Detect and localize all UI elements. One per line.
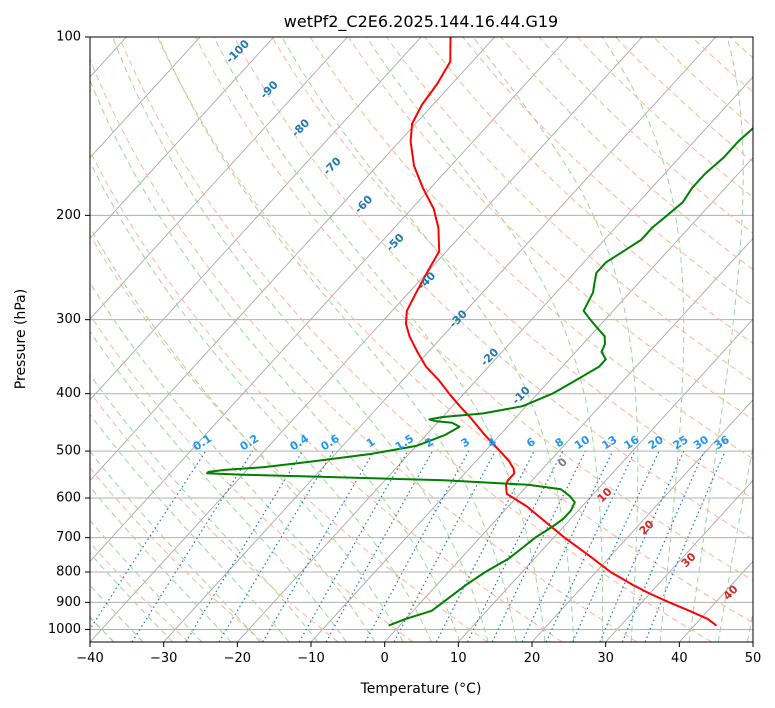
isotherm-line [90,37,275,240]
moist-adiabat-line [281,37,575,642]
mixing-ratio-line [466,450,564,642]
y-tick-label: 400 [56,386,81,401]
mixing-ratio-line [185,450,304,642]
moist-adiabat-line [213,37,546,642]
mixing-ratio-lines [90,450,726,642]
dry-adiabat-line [195,37,753,582]
mixing-ratio-line [90,450,207,631]
moist-adiabats [90,37,753,642]
x-axis-label: Temperature (°C) [360,681,482,697]
dry-adiabat-line [271,37,753,500]
mixing-ratio-line [262,450,375,642]
axes: −40 −30 −20 −10 0 10 20 30 40 50 100 200 300 400 500 60… [48,30,761,667]
moist-adiabat-line [158,37,517,642]
x-tick-label: 10 [450,651,467,666]
isotherm-line [90,37,569,562]
dry-adiabat-line [90,234,488,642]
mixing-ratio-line [393,450,496,642]
isotherm-line [90,37,496,482]
moist-adiabat-line [472,37,639,642]
chart-title: wetPf2_C2E6.2025.144.16.44.G19 [284,12,558,32]
dry-adiabat-line [90,58,638,642]
dry-adiabat-line [233,37,753,540]
moist-adiabat-line [90,226,404,642]
plot-frame [89,36,754,643]
isotherm-line [531,399,753,642]
dry-adiabat-line [347,37,753,421]
isotherm-line [90,37,643,642]
moist-adiabat-line [90,79,461,642]
dry-adiabat-line [386,37,753,382]
dry-adiabat-line [118,37,712,642]
moist-adiabat-line [90,413,290,642]
isotherm-line [163,37,717,642]
mixing-ratio-line [364,450,470,642]
mixing-ratio-line [521,450,614,642]
x-tick-label: −40 [76,651,103,666]
y-axis-label: Pressure (hPa) [13,289,29,389]
x-tick-label: 30 [597,651,614,666]
isotherm-line [458,318,753,642]
y-tick-label: 200 [56,208,81,223]
x-tick-label: 50 [745,651,762,666]
dry-adiabat-line [90,149,563,642]
mixing-ratio-line [491,450,586,642]
grid-lines [90,37,753,630]
x-tick-label: 20 [524,651,541,666]
temperature-trace [405,37,718,627]
plot-area: -100-90-80-70-60-50-40-30-20-10010203040… [90,37,753,642]
moist-adiabat-line [90,373,319,642]
moist-adiabat-line [112,37,489,642]
y-tick-label: 100 [56,30,81,45]
skewed-isotherms [90,37,753,642]
moist-adiabat-line [90,160,432,642]
dewpoint-trace [206,126,753,627]
x-tick-label: −30 [150,651,177,666]
isotherm-line [605,479,753,642]
moist-adiabat-line [688,37,744,642]
y-tick-label: 900 [56,595,81,610]
isotherm-line [237,76,753,642]
x-tick-label: −20 [224,651,251,666]
x-tick-label: −10 [297,651,324,666]
moist-adiabat-line [90,330,347,642]
sounding-traces [206,37,753,627]
y-tick-label: 500 [56,444,81,459]
y-tick-label: 800 [56,565,81,580]
isotherm-line [90,37,422,401]
mixing-ratio-line [218,450,334,642]
x-tick-label: 40 [671,651,688,666]
isotherm-line [384,237,753,642]
mixing-ratio-line [131,450,254,642]
y-tick-label: 300 [56,312,81,327]
mixing-ratio-line [545,450,636,642]
isotherm-line [90,37,348,320]
moist-adiabat-line [90,281,376,642]
moist-adiabat-line [366,37,603,642]
y-tick-label: 700 [56,530,81,545]
dry-adiabat-line [309,37,753,460]
dry-adiabat-line [90,467,264,642]
y-tick-label: 1000 [48,622,81,637]
dry-adiabat-line [90,542,190,642]
isotherm-line [90,37,201,159]
x-tick-label: 0 [381,651,389,666]
y-tick-label: 600 [56,491,81,506]
moist-adiabat-line [717,444,753,642]
